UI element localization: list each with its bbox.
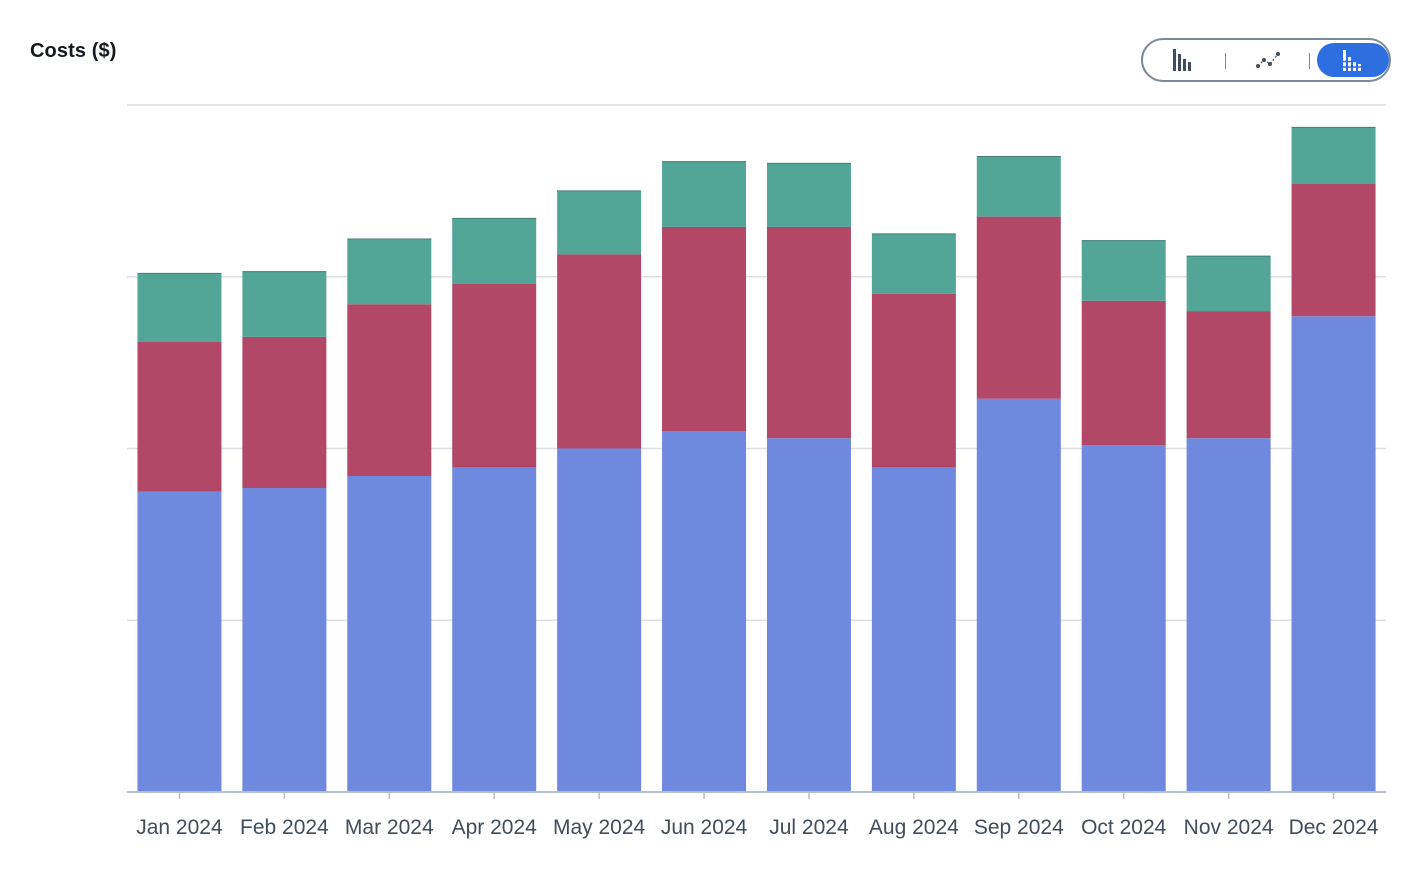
bar-segment-series-1[interactable] <box>1186 438 1271 792</box>
x-tick-label: Feb 2024 <box>240 816 329 839</box>
bar-segment-series-1[interactable] <box>347 475 432 792</box>
bar-segment-series-3[interactable] <box>452 218 537 284</box>
bar-segment-series-2[interactable] <box>1186 311 1271 439</box>
stacked-bar-chart-toggle-button[interactable] <box>1317 43 1389 77</box>
x-tick-label: Oct 2024 <box>1081 816 1167 839</box>
x-tick-label: Apr 2024 <box>452 816 538 839</box>
x-tick-label: Sep 2024 <box>974 816 1064 839</box>
bar-segment-series-3[interactable] <box>137 273 222 343</box>
bar-segment-series-2[interactable] <box>137 342 222 492</box>
bar-segment-series-3[interactable] <box>871 233 956 294</box>
bar-segment-series-3[interactable] <box>1081 240 1166 301</box>
chart-title: Costs ($) <box>30 40 117 62</box>
bar-segment-series-3[interactable] <box>557 190 642 255</box>
toggle-separator <box>1309 53 1310 69</box>
bar-segment-series-3[interactable] <box>766 163 851 227</box>
line-chart-toggle-button[interactable] <box>1233 43 1305 77</box>
x-tick-label: Mar 2024 <box>345 816 434 839</box>
bar-segment-series-1[interactable] <box>766 438 851 792</box>
x-tick-label: Nov 2024 <box>1184 816 1274 839</box>
bar-segment-series-2[interactable] <box>766 226 851 439</box>
bar-segment-series-1[interactable] <box>976 398 1061 792</box>
bar-segment-series-2[interactable] <box>662 226 747 432</box>
bar-segment-series-1[interactable] <box>662 431 747 792</box>
bar-segment-series-1[interactable] <box>1291 316 1376 792</box>
x-tick-label: Jul 2024 <box>769 816 849 839</box>
x-tick-label: Jun 2024 <box>661 816 748 839</box>
bar-segment-series-1[interactable] <box>137 491 222 792</box>
bar-segment-series-1[interactable] <box>871 467 956 792</box>
x-tick-label: Jan 2024 <box>136 816 223 839</box>
stacked-bar-chart-icon <box>1342 50 1363 71</box>
bar-segment-series-2[interactable] <box>347 304 432 476</box>
bar-chart-icon <box>1173 49 1191 71</box>
bar-segment-series-2[interactable] <box>452 283 537 468</box>
bar-segment-series-3[interactable] <box>242 271 327 337</box>
bar-segment-series-2[interactable] <box>976 216 1061 399</box>
bar-segment-series-3[interactable] <box>976 156 1061 217</box>
bar-segment-series-3[interactable] <box>662 161 747 227</box>
bar-segment-series-2[interactable] <box>242 336 327 489</box>
x-tick-label: Dec 2024 <box>1289 816 1379 839</box>
bar-segment-series-3[interactable] <box>1186 256 1271 312</box>
bar-segment-series-2[interactable] <box>1081 300 1166 446</box>
line-chart-icon <box>1256 52 1280 68</box>
x-tick-label: May 2024 <box>553 816 646 839</box>
bar-segment-series-2[interactable] <box>871 293 956 468</box>
bar-segment-series-1[interactable] <box>1081 445 1166 792</box>
chart-type-toggle <box>1141 38 1391 82</box>
bar-segment-series-2[interactable] <box>1291 184 1376 317</box>
bar-segment-series-1[interactable] <box>452 467 537 792</box>
x-tick-label: Aug 2024 <box>869 816 959 839</box>
toggle-separator <box>1225 53 1226 69</box>
bar-segment-series-1[interactable] <box>242 488 327 792</box>
bar-segment-series-1[interactable] <box>557 448 642 793</box>
bar-segment-series-3[interactable] <box>347 238 432 305</box>
bar-chart-toggle-button[interactable] <box>1147 43 1219 77</box>
bar-segment-series-2[interactable] <box>557 254 642 449</box>
bar-segment-series-3[interactable] <box>1291 127 1376 185</box>
